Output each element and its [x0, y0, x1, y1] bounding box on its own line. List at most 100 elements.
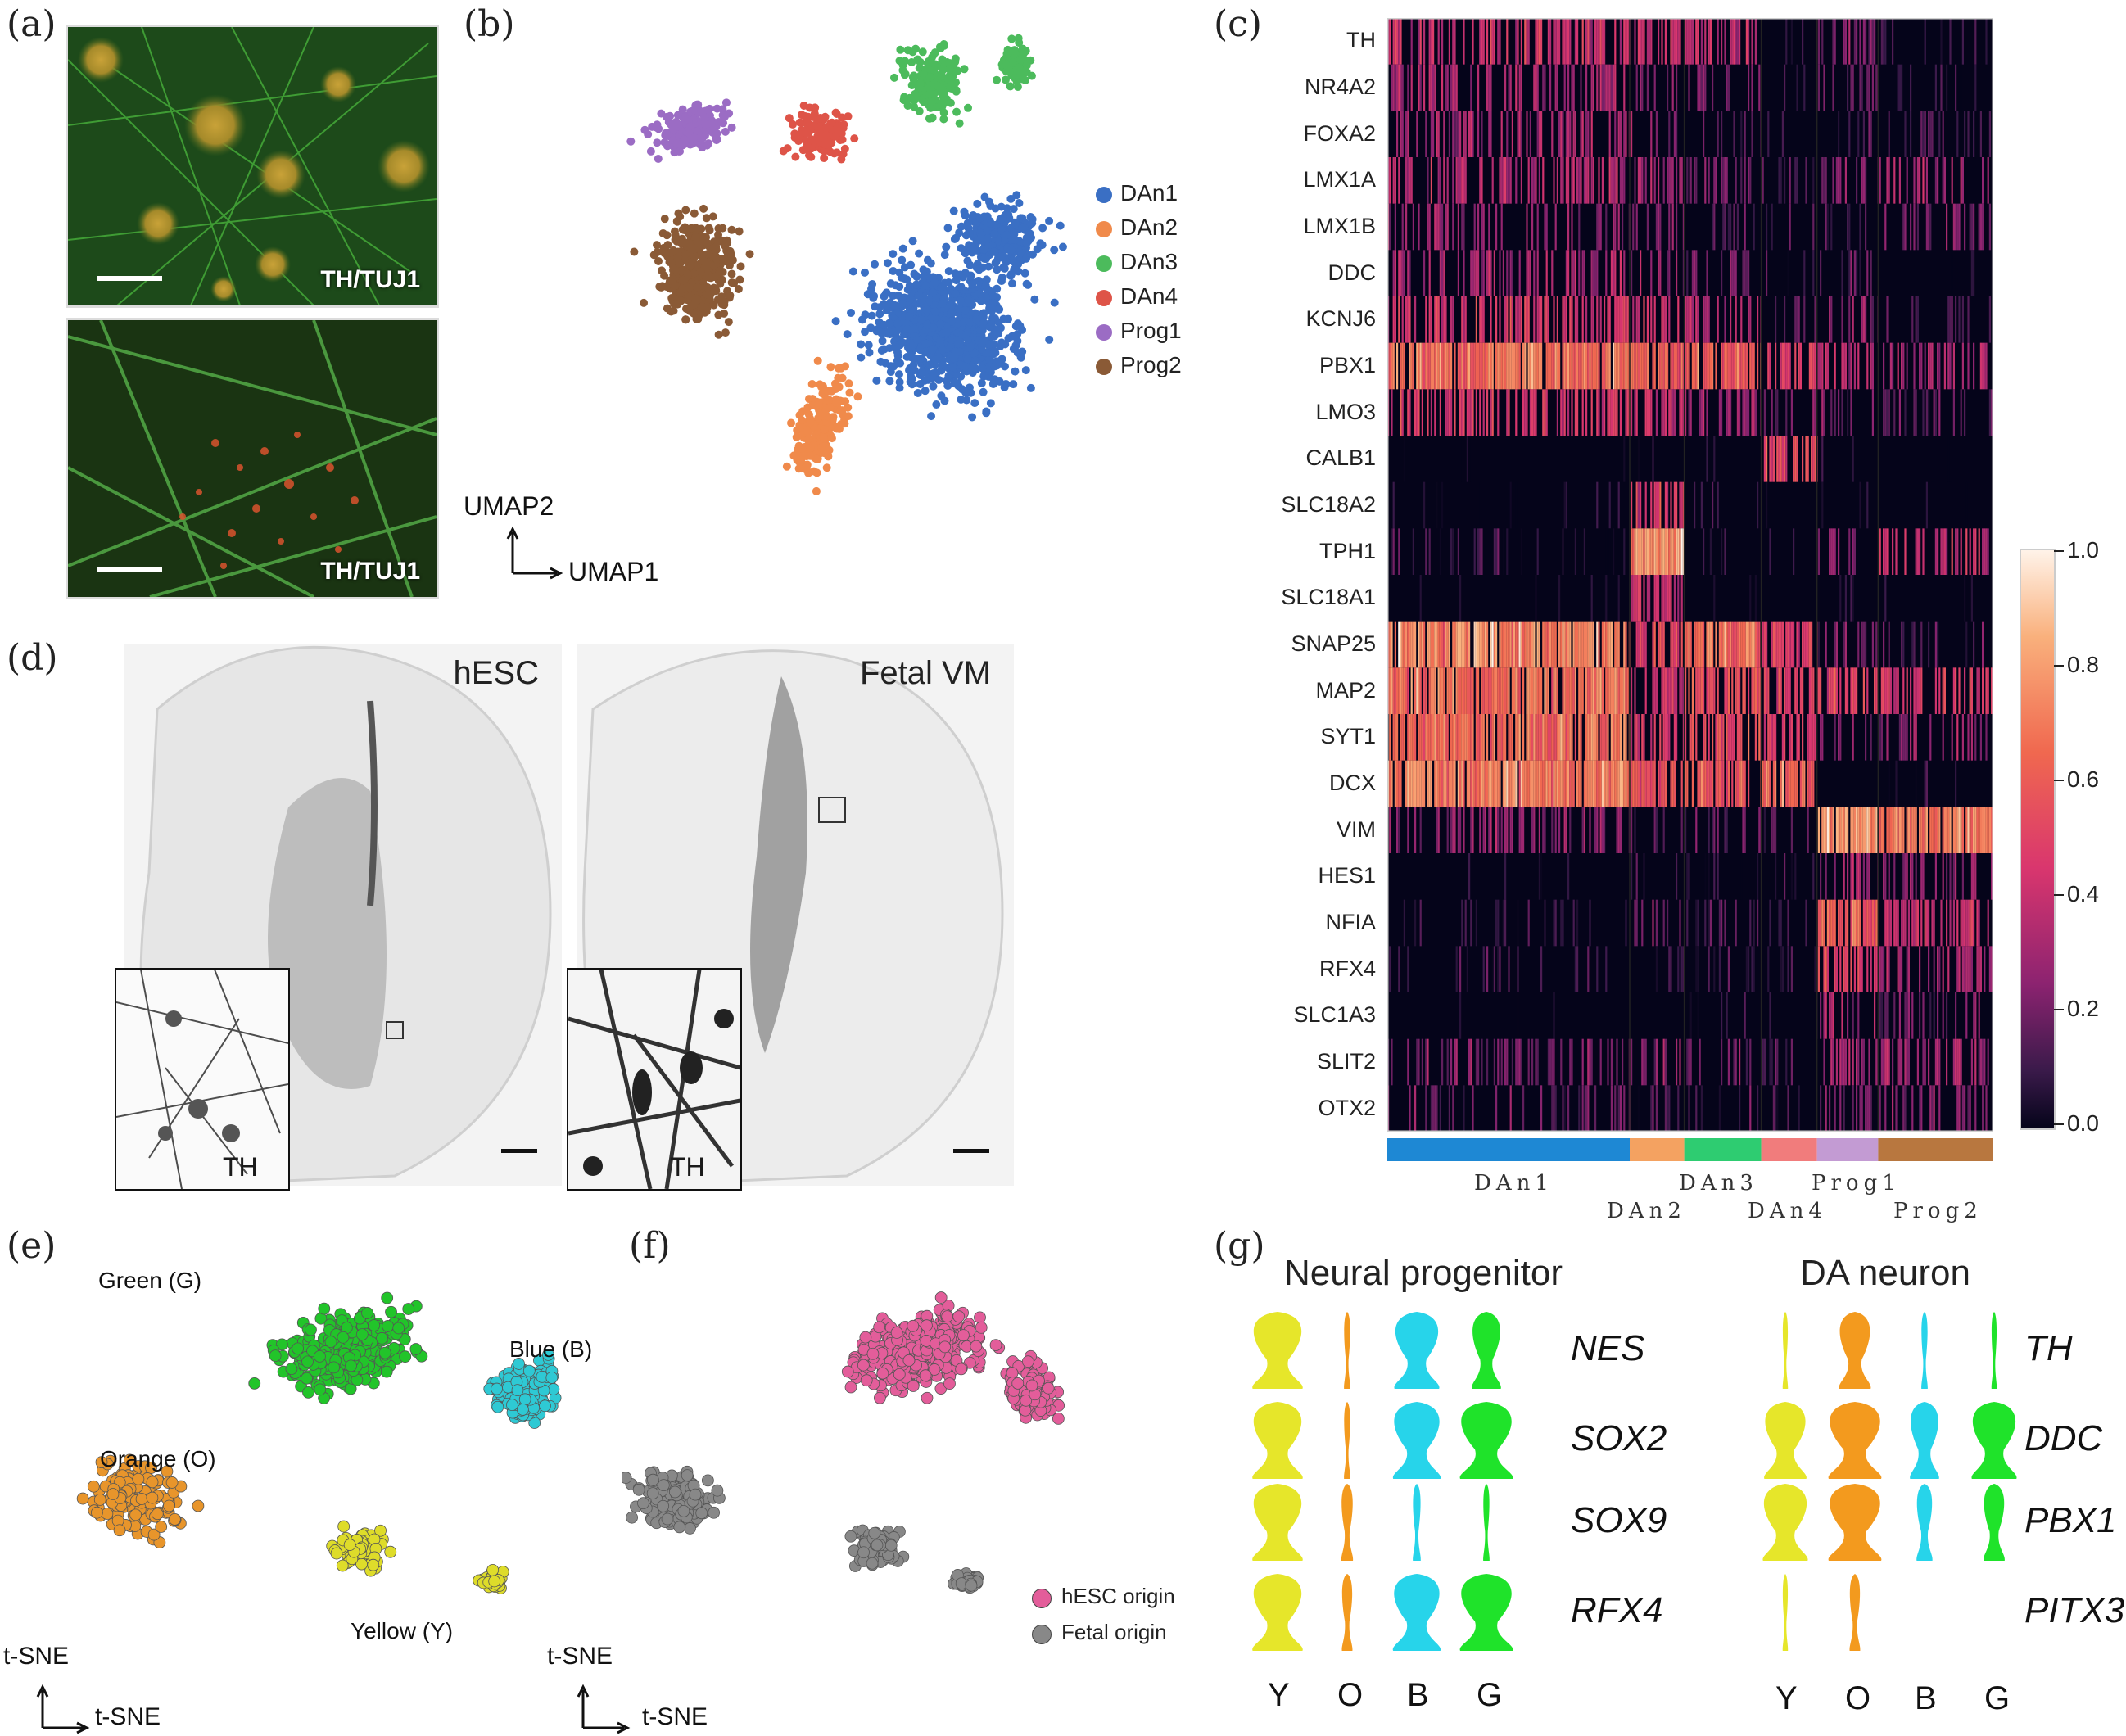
umap-point	[970, 245, 978, 253]
tsne-point	[319, 1303, 330, 1314]
umap-point	[899, 245, 907, 253]
heatmap-gene-label: TPH1	[1269, 539, 1376, 564]
tsne-point	[885, 1539, 897, 1551]
umap-point	[815, 400, 823, 408]
umap-point	[957, 296, 965, 305]
tsne-point	[1052, 1413, 1064, 1424]
umap-point	[833, 110, 841, 118]
tsne-point	[400, 1351, 411, 1363]
tsne-point	[107, 1489, 119, 1500]
tsne-point	[368, 1559, 379, 1571]
umap-point	[915, 250, 923, 258]
umap-point	[652, 123, 660, 131]
umap-point	[727, 226, 735, 234]
umap-point	[1011, 236, 1019, 244]
violin-group-letter: O	[1337, 1677, 1363, 1714]
violin	[1344, 1312, 1350, 1389]
tsne-point	[517, 1404, 528, 1415]
umap-legend-label: DAn3	[1120, 249, 1178, 275]
violin	[1850, 1574, 1861, 1651]
umap-point	[990, 363, 998, 371]
heatmap-gene-label: FOXA2	[1269, 121, 1376, 147]
umap-point	[868, 312, 876, 320]
umap-point	[968, 281, 976, 289]
tsne-origin-points	[622, 1292, 1065, 1594]
violin	[1252, 1574, 1303, 1651]
umap-point	[685, 239, 693, 247]
umap-point	[835, 364, 843, 373]
umap-point	[927, 412, 935, 420]
umap-point	[1036, 239, 1044, 247]
tsne-e-xlabel: t-SNE	[95, 1703, 161, 1731]
umap-point	[915, 292, 923, 300]
umap-point	[681, 135, 689, 143]
umap-point	[729, 256, 737, 264]
tsne-point	[866, 1557, 878, 1569]
umap-point	[970, 399, 979, 407]
heatmap-gene-label: NR4A2	[1269, 75, 1376, 100]
umap-point	[945, 267, 953, 275]
inset-fetal: TH	[567, 968, 742, 1191]
tsne-point	[91, 1507, 102, 1518]
umap-point	[931, 356, 939, 364]
heatmap-gene-label: PBX1	[1269, 353, 1376, 378]
cluster-label-blue: Blue (B)	[509, 1336, 592, 1363]
umap-point	[798, 445, 806, 453]
tsne-point	[301, 1372, 312, 1384]
tsne-point	[337, 1331, 349, 1343]
umap-point	[808, 380, 816, 388]
umap-point	[1002, 231, 1011, 239]
umap-point	[986, 323, 994, 331]
group-bar-segment	[1685, 1138, 1762, 1161]
colorbar-tick	[2054, 1123, 2064, 1125]
umap-point	[681, 315, 690, 323]
tsne-point	[385, 1546, 396, 1557]
violin-group-letter: G	[1477, 1677, 1502, 1714]
group-bar-segment	[1630, 1138, 1685, 1161]
umap-point	[968, 413, 976, 421]
violin-group-letter: Y	[1775, 1680, 1798, 1717]
umap-point	[898, 66, 907, 75]
tsne-point	[314, 1384, 326, 1395]
umap-point	[826, 363, 835, 371]
umap-point	[672, 300, 680, 308]
tsne-point	[369, 1319, 380, 1331]
tsne-point	[935, 1292, 947, 1304]
tsne-point	[702, 1475, 713, 1486]
umap-point	[789, 120, 797, 129]
umap-point	[667, 259, 676, 267]
umap-point	[948, 364, 957, 372]
umap-point	[884, 259, 892, 267]
umap-point	[694, 296, 702, 305]
umap-point	[850, 134, 858, 142]
tsne-point	[845, 1381, 857, 1393]
umap-point	[901, 57, 909, 66]
umap-point	[737, 262, 745, 270]
umap-point	[1045, 336, 1053, 344]
umap-legend-swatch	[1096, 187, 1112, 203]
umap-point	[1024, 281, 1032, 289]
umap-point	[934, 82, 942, 90]
tsne-point	[874, 1322, 885, 1333]
umap-point	[907, 261, 915, 269]
umap-point	[783, 463, 791, 471]
umap-point	[871, 260, 879, 269]
umap-point	[819, 382, 827, 391]
umap-point	[987, 399, 995, 407]
tsne-origin-legend-swatch	[1032, 1589, 1052, 1608]
umap-point	[807, 135, 815, 143]
tsne-point	[169, 1513, 180, 1525]
umap-point	[714, 311, 722, 319]
umap-legend-swatch	[1096, 324, 1112, 341]
tsne-point	[869, 1527, 880, 1539]
violin	[1393, 1402, 1441, 1479]
tsne-point	[344, 1539, 355, 1551]
umap-point	[721, 128, 730, 136]
umap-point	[712, 129, 721, 138]
heatmap-group-label: Prog1	[1812, 1171, 1901, 1196]
group-bar-segment	[1817, 1138, 1879, 1161]
violin-gene-label: PBX1	[2024, 1500, 2117, 1541]
umap-point	[799, 128, 807, 136]
tsne-point	[362, 1307, 373, 1318]
umap-point	[809, 113, 817, 121]
